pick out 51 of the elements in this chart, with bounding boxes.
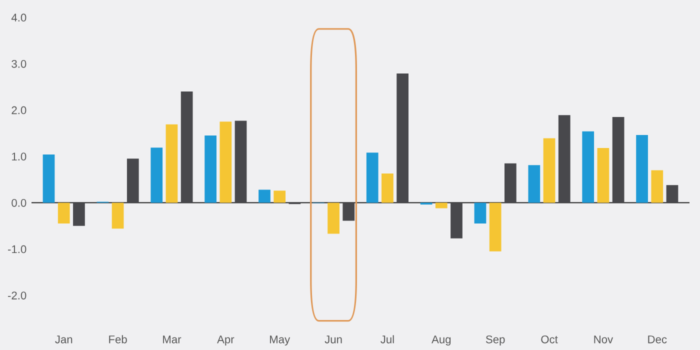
bar	[274, 190, 286, 203]
x-tick-label: Feb	[109, 335, 127, 344]
y-tick-label: 1.0	[12, 152, 26, 161]
bar	[42, 154, 55, 203]
bar	[204, 136, 216, 203]
bar	[396, 73, 408, 203]
bar	[150, 148, 163, 203]
x-tick-label: Jan	[55, 336, 72, 344]
bar	[489, 202, 502, 252]
y-tick-label: 3.0	[12, 60, 26, 68]
x-tick-label: Apr	[217, 336, 234, 346]
bar	[450, 202, 462, 238]
bar	[504, 163, 516, 203]
bar	[528, 165, 540, 203]
bar	[342, 202, 355, 221]
bar	[597, 148, 610, 203]
bar	[258, 190, 270, 203]
x-tick-label: Nov	[594, 336, 614, 344]
y-tick-label: 0.0	[12, 198, 26, 207]
x-tick-label: Jun	[324, 336, 342, 344]
bar	[328, 202, 340, 234]
bar	[435, 202, 448, 208]
bar	[636, 135, 648, 203]
bar	[382, 174, 394, 203]
bar	[543, 138, 556, 203]
bar	[612, 116, 624, 203]
bar	[220, 122, 232, 203]
bar	[73, 202, 85, 226]
y-tick-label: 4.0	[11, 14, 26, 22]
bar	[666, 185, 678, 203]
bar	[474, 202, 486, 224]
x-tick-label: Jul	[380, 335, 394, 344]
bar	[126, 158, 139, 203]
y-tick-label: -2.0	[8, 292, 26, 300]
y-tick-label: -1.0	[8, 245, 26, 254]
bar	[166, 124, 178, 203]
x-tick-label: Aug	[432, 336, 451, 346]
bar	[180, 92, 193, 203]
x-tick-label: Sep	[486, 335, 505, 346]
bar	[558, 115, 570, 203]
bar	[112, 202, 124, 229]
x-tick-label: Dec	[648, 336, 667, 344]
bar	[234, 120, 247, 203]
bar	[651, 170, 664, 203]
y-tick-label: 2.0	[12, 106, 26, 114]
x-tick-label: Mar	[163, 336, 182, 344]
bar	[58, 202, 70, 224]
bar	[366, 152, 378, 203]
bar	[582, 131, 594, 203]
x-tick-label: May	[270, 336, 290, 346]
x-tick-label: Oct	[541, 335, 558, 344]
